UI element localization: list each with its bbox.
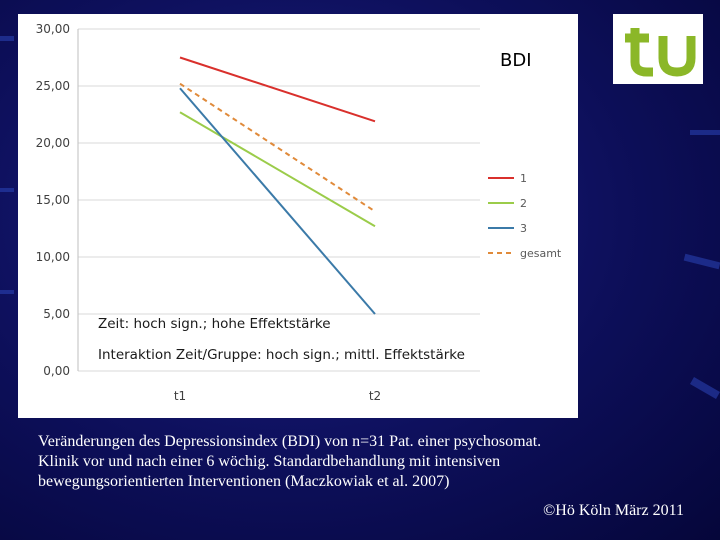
- chart-panel: 0,00 5,00 10,00 15,00 20,00 25,00 30,00 t1 t2 1 2…: [18, 14, 578, 418]
- copyright-notice: ©Hö Köln März 2011: [543, 502, 684, 519]
- series-line-1: [179, 56, 376, 123]
- caption-line: Klinik vor und nach einer 6 wöchig. Stan…: [38, 453, 501, 470]
- y-tick-label: 30,00: [36, 22, 70, 36]
- x-tick-label: t1: [174, 389, 186, 403]
- tu-logo-mark: [625, 28, 696, 77]
- y-tick-label: 5,00: [43, 307, 70, 321]
- y-tick-label: 15,00: [36, 193, 70, 207]
- legend-label: gesamt: [520, 247, 562, 260]
- background-stripe: [690, 130, 720, 135]
- background-stripe: [0, 36, 14, 41]
- background-stripe: [0, 290, 14, 294]
- legend-label: 3: [520, 222, 527, 235]
- legend-label: 1: [520, 172, 527, 185]
- chart-caption: Veränderungen des Depressionsindex (BDI)…: [38, 432, 698, 492]
- background-stripe: [683, 253, 720, 270]
- series-line-2: [179, 111, 376, 228]
- y-tick-label: 0,00: [43, 364, 70, 378]
- background-stripe: [0, 188, 14, 192]
- legend-label: 2: [520, 197, 527, 210]
- annotation-interaction-effect: Interaktion Zeit/Gruppe: hoch sign.; mit…: [96, 347, 467, 363]
- series-line-3: [179, 87, 376, 315]
- series-line-gesamt: [179, 82, 376, 213]
- annotation-time-effect: Zeit: hoch sign.; hohe Effektstärke: [96, 316, 333, 332]
- caption-line: Veränderungen des Depressionsindex (BDI)…: [38, 433, 542, 450]
- y-tick-label: 25,00: [36, 79, 70, 93]
- y-tick-label: 20,00: [36, 136, 70, 150]
- tu-logo: [613, 14, 703, 84]
- chart-title: BDI: [500, 50, 532, 71]
- background-stripe: [690, 377, 720, 399]
- x-tick-label: t2: [369, 389, 381, 403]
- y-tick-label: 10,00: [36, 250, 70, 264]
- bdi-line-chart: 0,00 5,00 10,00 15,00 20,00 25,00 30,00 t1 t2 1 2…: [36, 22, 562, 403]
- caption-line: bewegungsorientierten Interventionen (Ma…: [38, 473, 450, 490]
